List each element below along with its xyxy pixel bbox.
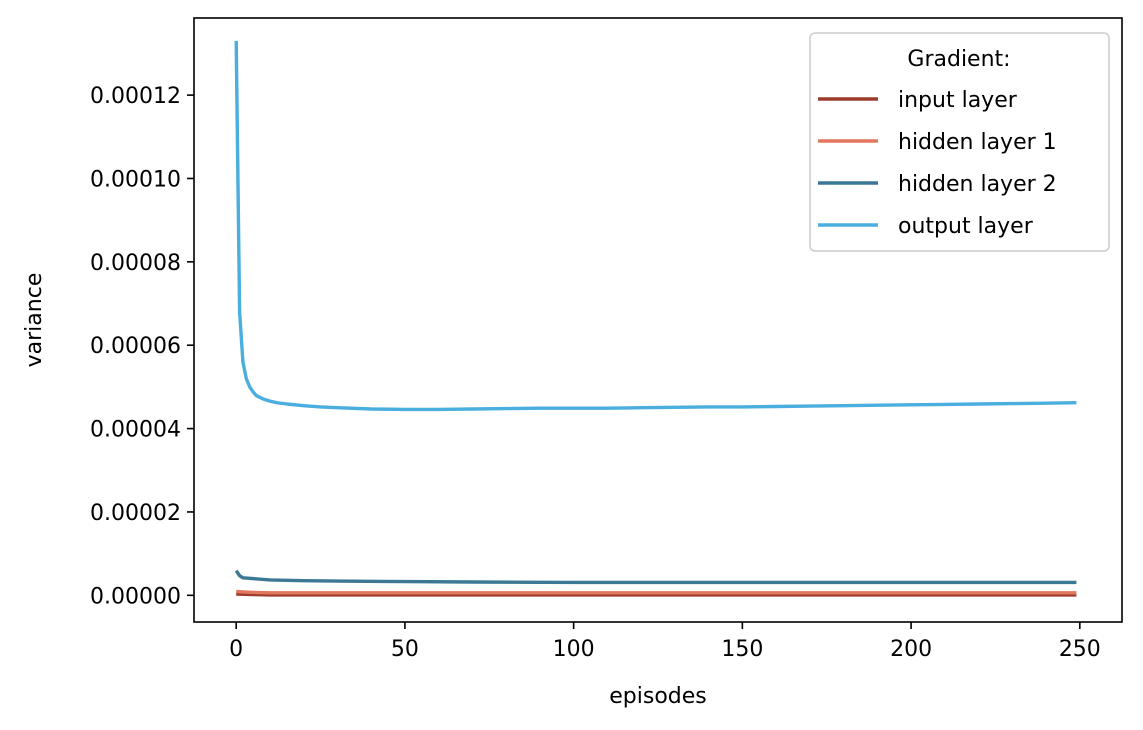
x-axis-label: episodes — [609, 684, 707, 709]
legend-label-1: input layer — [898, 88, 1018, 113]
x-tick-label-4: 200 — [890, 637, 932, 662]
legend-label-4: output layer — [898, 214, 1034, 239]
plot-frame — [193, 17, 1123, 623]
series-line-1 — [236, 592, 1077, 597]
x-axis: 0 50 100 150 200 250 — [229, 622, 1101, 662]
x-tick-label-2: 100 — [553, 637, 595, 662]
series-line-4 — [234, 40, 1077, 412]
y-tick-label-2: 0.00004 — [90, 418, 181, 443]
y-tick-label-0: 0.00000 — [90, 584, 181, 609]
y-tick-label-1: 0.00002 — [90, 501, 181, 526]
y-tick-label-4: 0.00008 — [90, 251, 181, 276]
legend-box — [809, 32, 1110, 252]
x-tick-label-0: 0 — [229, 637, 243, 662]
y-tick-label-5: 0.00010 — [90, 167, 181, 192]
legend-label-3: hidden layer 2 — [898, 172, 1057, 197]
y-axis: 0.00000 0.00002 0.00004 0.00006 0.00008 0.000… — [90, 84, 194, 609]
legend-entries: input layer hidden layer 1 hidden layer 2 o… — [818, 88, 1057, 239]
x-tick-label-1: 50 — [391, 637, 419, 662]
y-tick-label-3: 0.00006 — [90, 334, 181, 359]
legend: Gradient: input layer hidden layer 1 hidde… — [809, 32, 1110, 252]
series-line-2 — [236, 589, 1077, 595]
x-tick-label-5: 250 — [1059, 637, 1101, 662]
x-tick-label-3: 150 — [721, 637, 763, 662]
legend-title: Gradient: — [907, 47, 1010, 72]
y-tick-label-6: 0.00012 — [90, 84, 181, 109]
series-lines — [234, 40, 1077, 597]
legend-label-2: hidden layer 1 — [898, 130, 1057, 155]
series-line-3 — [234, 569, 1077, 585]
y-axis-label: variance — [22, 273, 47, 368]
